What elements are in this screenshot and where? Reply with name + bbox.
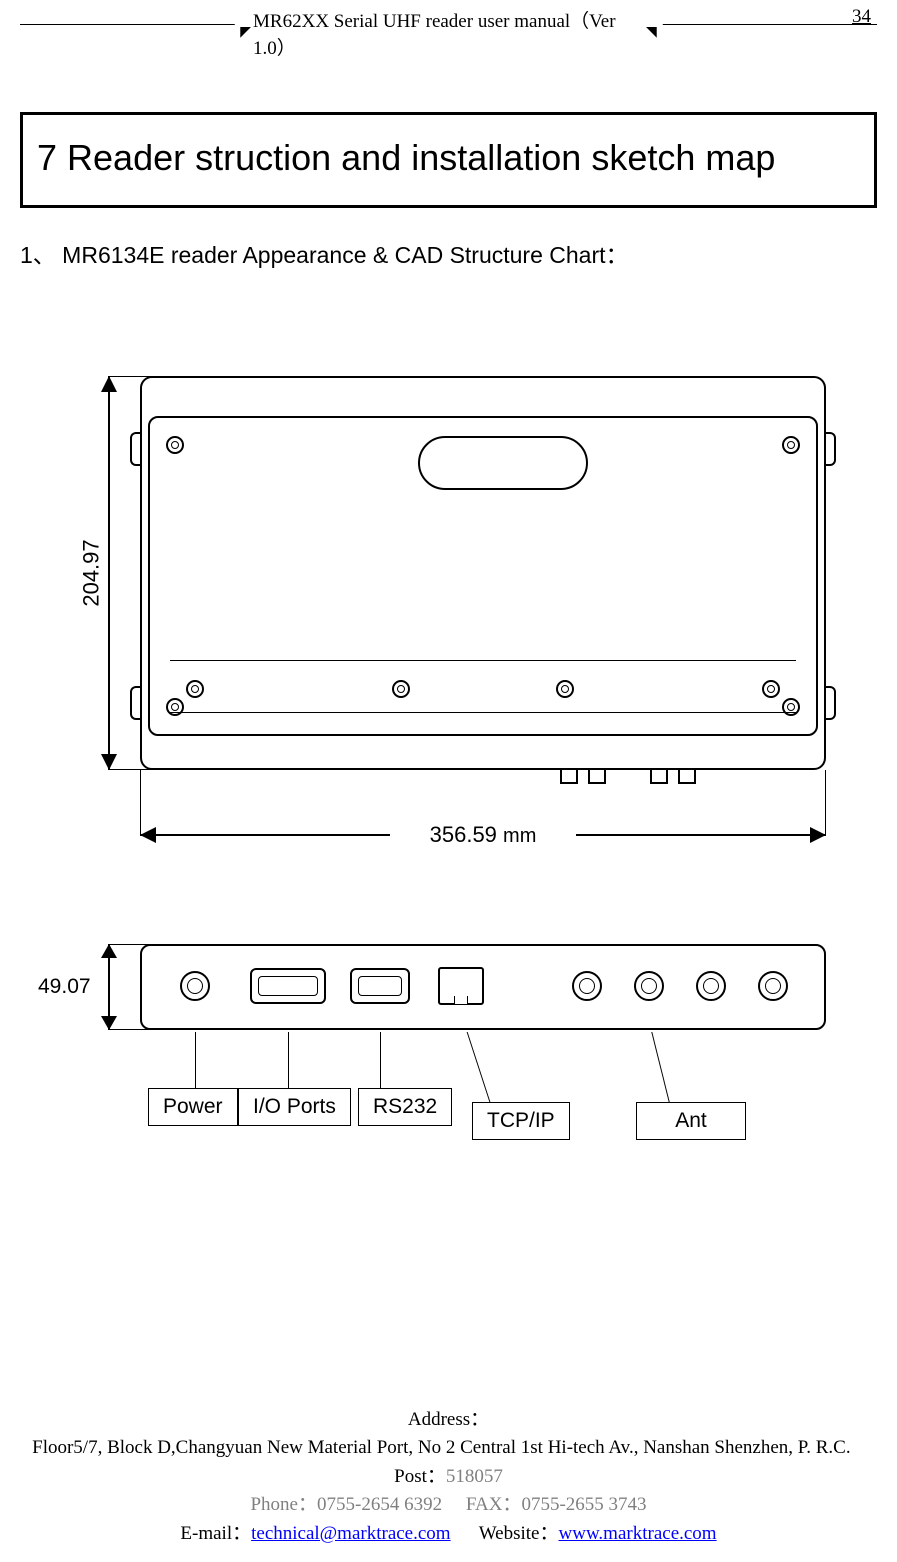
leader-line xyxy=(467,1032,491,1102)
label-power: Power xyxy=(148,1088,238,1126)
dimension-depth-value: 49.07 xyxy=(38,975,91,999)
port-antenna xyxy=(696,971,726,1001)
label-ant: Ant xyxy=(636,1102,746,1140)
dimension-width: 356.59 mm xyxy=(140,806,826,866)
screw-icon xyxy=(186,680,204,698)
arrow-up-icon xyxy=(101,944,117,958)
leader-line xyxy=(288,1032,289,1088)
mount-ear xyxy=(826,686,836,720)
foot-tab xyxy=(650,770,668,784)
page-header: MR62XX Serial UHF reader user manual（Ver… xyxy=(20,6,877,34)
mount-ear xyxy=(130,686,140,720)
section-subheading: 1、 MR6134E reader Appearance & CAD Struc… xyxy=(20,236,877,270)
label-rs232: RS232 xyxy=(358,1088,452,1126)
port-tcpip xyxy=(438,967,484,1005)
foot-tab xyxy=(560,770,578,784)
page-number: 34 xyxy=(852,6,871,28)
port-antenna xyxy=(758,971,788,1001)
arrow-down-icon xyxy=(101,754,117,770)
dim-ext-line xyxy=(825,770,826,834)
port-io xyxy=(250,968,326,1004)
footer-website-label: Website： xyxy=(479,1523,559,1544)
footer-email-link[interactable]: technical@marktrace.com xyxy=(251,1523,450,1544)
header-title: MR62XX Serial UHF reader user manual（Ver… xyxy=(253,6,644,60)
leader-line xyxy=(195,1032,196,1088)
width-number: 356.59 xyxy=(430,822,497,847)
dim-line xyxy=(576,834,826,836)
width-unit: mm xyxy=(503,825,536,847)
screw-icon xyxy=(782,436,800,454)
groove-line xyxy=(170,712,796,713)
port-callouts: Power I/O Ports RS232 TCP/IP Ant xyxy=(140,1046,826,1166)
foot-tab xyxy=(588,770,606,784)
footer-address: Floor5/7, Block D,Changyuan New Material… xyxy=(32,1437,850,1458)
dimension-height-value: 204.97 xyxy=(79,539,105,606)
dim-ext-line xyxy=(140,770,141,834)
arrow-down-icon xyxy=(101,1016,117,1030)
footer-email-label: E-mail： xyxy=(180,1523,251,1544)
mount-ear xyxy=(130,432,140,466)
footer-address-label: Address： xyxy=(10,1406,887,1435)
dimension-depth: 49.07 xyxy=(38,944,138,1030)
cad-diagram: 204.97 xyxy=(20,366,877,1196)
leader-line xyxy=(651,1032,669,1102)
arrow-right-icon xyxy=(810,827,826,843)
triangle-left-icon xyxy=(240,26,251,40)
groove-line xyxy=(170,660,796,661)
foot-tab xyxy=(678,770,696,784)
arrow-left-icon xyxy=(140,827,156,843)
page: MR62XX Serial UHF reader user manual（Ver… xyxy=(0,6,897,1562)
screw-icon xyxy=(782,698,800,716)
section-heading: 7 Reader struction and installation sket… xyxy=(37,137,860,179)
reader-top-view xyxy=(140,376,826,770)
screw-icon xyxy=(762,680,780,698)
leader-line xyxy=(380,1032,381,1088)
dim-line xyxy=(140,834,390,836)
label-tcpip: TCP/IP xyxy=(472,1102,570,1140)
footer-post: 518057 xyxy=(446,1466,503,1487)
footer-fax: 0755-2655 3743 xyxy=(521,1494,646,1515)
handle-recess xyxy=(418,436,588,490)
section-heading-box: 7 Reader struction and installation sket… xyxy=(20,112,877,208)
port-rs232 xyxy=(350,968,410,1004)
screw-icon xyxy=(166,698,184,716)
screw-icon xyxy=(166,436,184,454)
dimension-height: 204.97 xyxy=(58,376,138,770)
footer-post-label: Post： xyxy=(394,1466,446,1487)
footer-fax-label: FAX： xyxy=(466,1494,522,1515)
port-antenna xyxy=(572,971,602,1001)
footer-website-link[interactable]: www.marktrace.com xyxy=(559,1523,717,1544)
reader-side-view xyxy=(140,944,826,1030)
header-title-wrap: MR62XX Serial UHF reader user manual（Ver… xyxy=(234,6,663,60)
screw-icon xyxy=(556,680,574,698)
mount-ear xyxy=(826,432,836,466)
port-antenna xyxy=(634,971,664,1001)
page-footer: Address： Floor5/7, Block D,Changyuan New… xyxy=(0,1406,897,1549)
port-power xyxy=(180,971,210,1001)
label-io: I/O Ports xyxy=(238,1088,351,1126)
dimension-width-value: 356.59 mm xyxy=(422,822,545,848)
dim-line xyxy=(108,376,110,770)
footer-phone: 0755-2654 6392 xyxy=(317,1494,442,1515)
triangle-right-icon xyxy=(646,26,657,40)
screw-icon xyxy=(392,680,410,698)
footer-phone-label: Phone： xyxy=(250,1494,317,1515)
arrow-up-icon xyxy=(101,376,117,392)
